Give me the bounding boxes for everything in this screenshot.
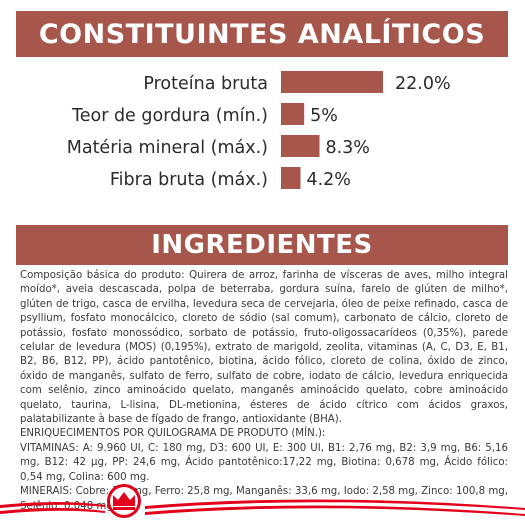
value-bar (281, 103, 305, 125)
value-label: 4.2% (306, 170, 350, 190)
analytic-bar-chart: Proteína bruta 22.0% Teor de gordura (mín.… (67, 71, 451, 190)
value-bar (281, 135, 320, 157)
brand-footer-curves (0, 499, 525, 516)
value-bar (281, 71, 383, 93)
enrichment-heading: ENRIQUECIMENTOS POR QUILOGRAMA DE PRODUT… (20, 428, 326, 440)
value-label: 22.0% (395, 74, 451, 94)
value-bar (281, 167, 301, 189)
category-label: Proteína bruta (143, 74, 268, 94)
brand-footer (0, 484, 525, 518)
vitamins-paragraph: VITAMINAS: A: 9.960 UI, C: 180 mg, D3: 6… (20, 442, 508, 483)
crown-logo-icon (107, 484, 141, 518)
ingredients-title: INGREDIENTES (151, 230, 373, 260)
value-label: 5% (310, 106, 338, 126)
category-label: Teor de gordura (mín.) (71, 106, 268, 126)
ingredients-banner: INGREDIENTES (16, 225, 508, 265)
analytic-constituents-banner: CONSTITUINTES ANALÍTICOS (16, 11, 508, 57)
category-label: Fibra bruta (máx.) (110, 170, 268, 190)
category-label: Matéria mineral (máx.) (67, 138, 268, 158)
composition-paragraph: Composição básica do produto: Quirera de… (20, 270, 508, 426)
minerals-paragraph: MINERAIS: Cobre: 7,8 mg, Ferro: 25,8 mg,… (20, 486, 508, 512)
analytic-constituents-title: CONSTITUINTES ANALÍTICOS (38, 18, 486, 50)
ingredients-text-block: Composição básica do produto: Quirera de… (20, 269, 508, 514)
value-label: 8.3% (325, 138, 369, 158)
